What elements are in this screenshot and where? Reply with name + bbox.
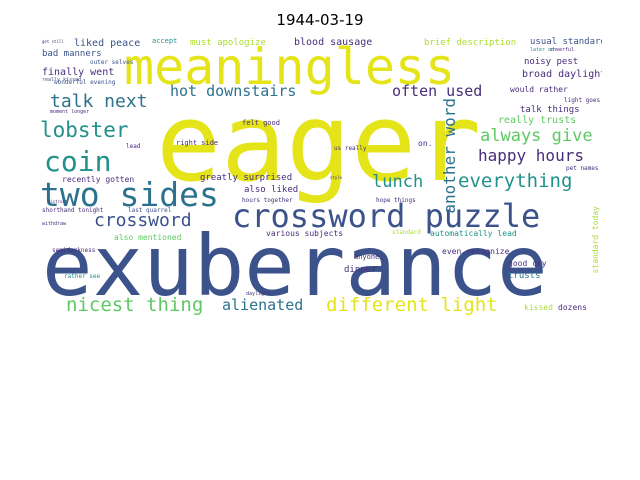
word: another word bbox=[440, 98, 459, 214]
word: dozens bbox=[558, 303, 587, 312]
word: distrust bbox=[48, 199, 68, 204]
word: get still bbox=[42, 39, 64, 44]
word: light goes bbox=[564, 97, 601, 104]
word: accept bbox=[152, 37, 178, 45]
word: coin bbox=[44, 145, 112, 178]
word: really kissed bbox=[42, 77, 82, 83]
word: felt good bbox=[242, 119, 280, 127]
word: meaningless bbox=[124, 38, 456, 96]
word: finally went bbox=[42, 67, 115, 78]
word: bad manners bbox=[42, 49, 102, 59]
word: style bbox=[330, 175, 343, 180]
word: noisy pest bbox=[524, 57, 579, 67]
word: crossword puzzle bbox=[232, 197, 541, 235]
word: talk next bbox=[50, 91, 148, 112]
word: cheerful bbox=[550, 47, 575, 53]
word: kissed bbox=[524, 303, 553, 312]
word: last quarrel bbox=[128, 207, 172, 214]
word: us really bbox=[334, 145, 367, 152]
word: standard today bbox=[591, 206, 600, 274]
word: anyone. bbox=[354, 253, 384, 261]
word: would rather bbox=[510, 85, 568, 94]
word: trusts bbox=[508, 271, 541, 281]
word: pet names bbox=[566, 165, 599, 172]
word: rather see bbox=[64, 273, 101, 280]
word: later on bbox=[530, 47, 555, 53]
word: hours together bbox=[242, 197, 293, 204]
word: automatically lead bbox=[430, 229, 517, 238]
word: really trusts bbox=[498, 115, 577, 126]
word: even recognize bbox=[442, 247, 510, 256]
word: crossword bbox=[94, 210, 192, 231]
word: two sides bbox=[40, 175, 219, 214]
word: also liked bbox=[244, 185, 299, 195]
word: lead bbox=[126, 143, 141, 150]
word: on. bbox=[418, 139, 433, 148]
word: eager bbox=[156, 81, 482, 206]
word-cloud: eager exuberance meaningless crossword p… bbox=[40, 36, 602, 318]
word: must apologize bbox=[190, 38, 266, 48]
word: liked peace bbox=[74, 38, 141, 49]
word: standard bbox=[392, 229, 421, 236]
word: exuberance bbox=[42, 217, 548, 315]
word: semidarkness bbox=[52, 247, 96, 254]
word: various subjects bbox=[266, 229, 344, 238]
word: right side bbox=[176, 139, 219, 147]
word: lunch bbox=[372, 172, 424, 192]
word: also mentioned bbox=[114, 233, 182, 242]
word: lobster bbox=[40, 118, 129, 142]
word: recently gotten bbox=[62, 175, 135, 184]
word: alienated bbox=[222, 296, 304, 314]
word: greatly surprised bbox=[200, 173, 293, 183]
word: daylight bbox=[246, 291, 271, 297]
word: often used bbox=[392, 82, 483, 100]
chart-title: 1944-03-19 bbox=[276, 11, 364, 29]
word: blood sausage bbox=[294, 37, 373, 48]
word: withdraw bbox=[42, 221, 67, 227]
word: shorthand tonight bbox=[42, 207, 104, 214]
word: brief description bbox=[424, 38, 517, 48]
word: talk things bbox=[520, 105, 580, 115]
word: dinner bbox=[344, 265, 377, 275]
word: hot downstairs bbox=[170, 82, 297, 100]
word: nicest thing bbox=[66, 294, 204, 316]
word: everything bbox=[458, 170, 573, 192]
word: moment longer bbox=[50, 109, 90, 115]
word: hope things bbox=[376, 197, 416, 204]
word: usual standard bbox=[530, 37, 602, 47]
word: happy hours bbox=[478, 146, 584, 165]
word: good cry bbox=[508, 259, 547, 268]
word: always give bbox=[480, 126, 593, 146]
word: outer selves bbox=[90, 59, 134, 66]
word: wonderful evening bbox=[54, 79, 116, 86]
word: broad daylight bbox=[522, 69, 602, 80]
word: different light bbox=[326, 294, 498, 316]
